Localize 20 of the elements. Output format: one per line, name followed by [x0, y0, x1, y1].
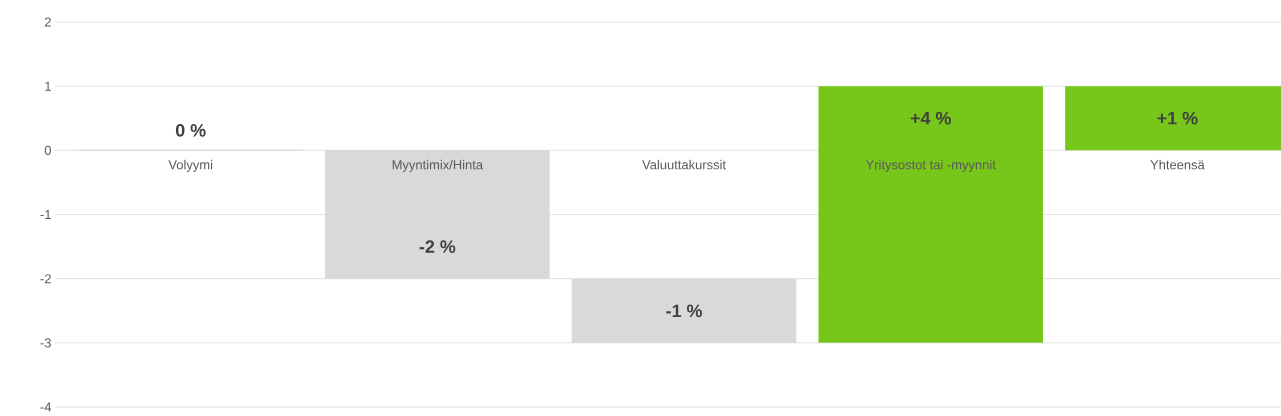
y-tick-label: 2	[44, 17, 51, 27]
data-label: +4 %	[910, 111, 951, 125]
x-tick-label: Valuuttakurssit	[642, 159, 726, 170]
y-tick-label: -4	[40, 402, 52, 412]
data-label: -1 %	[666, 304, 702, 318]
y-tick-label: 1	[45, 81, 51, 91]
bar	[818, 86, 1043, 343]
x-tick-label: Volyymi	[168, 159, 213, 172]
y-tick-label: -1	[40, 210, 51, 219]
data-label: +1 %	[1157, 111, 1198, 125]
x-tick-label: Myyntimix/Hinta	[392, 159, 484, 172]
data-label: -2 %	[419, 240, 456, 253]
x-tick-label: Yritysostot tai -myynnit	[865, 159, 996, 172]
x-tick-label: Yhteensä	[1150, 159, 1205, 170]
y-tick-label: 0	[44, 145, 51, 155]
data-label: 0 %	[175, 123, 206, 137]
bar	[571, 278, 797, 343]
y-tick-label: -2	[40, 274, 51, 284]
bar	[325, 150, 550, 279]
y-tick-label: -3	[40, 338, 51, 348]
